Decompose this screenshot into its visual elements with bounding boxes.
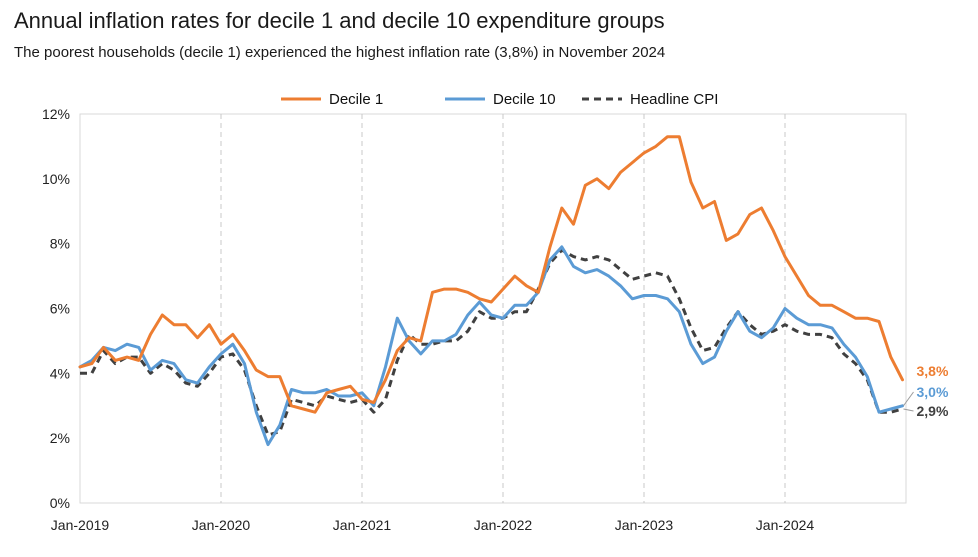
y-tick-label: 6% (50, 301, 70, 317)
x-tick-label: Jan-2021 (333, 517, 392, 533)
x-tick-label: Jan-2024 (756, 517, 815, 533)
grid-layer (79, 113, 907, 504)
legend-label-decile1: Decile 1 (329, 91, 383, 108)
y-tick-label: 0% (50, 495, 70, 511)
end-label-leader-cpi (903, 408, 914, 412)
y-tick-label: 12% (42, 106, 70, 122)
y-tick-label: 2% (50, 430, 70, 446)
end-label-decile10: 3,0% (917, 384, 949, 400)
series-line-cpi (80, 248, 903, 437)
end-label-decile1: 3,8% (917, 363, 949, 379)
series-layer (78, 135, 904, 447)
y-tick-label: 8% (50, 236, 70, 252)
legend: Decile 1 Decile 10 Headline CPI (281, 91, 718, 108)
y-tick-label: 4% (50, 365, 70, 381)
end-labels: 3,8% 3,0% 2,9% (903, 363, 949, 419)
x-tick-label: Jan-2019 (51, 517, 110, 533)
y-tick-label: 10% (42, 171, 70, 187)
x-tick-label: Jan-2022 (474, 517, 533, 533)
end-label-cpi: 2,9% (917, 403, 949, 419)
chart-title: Annual inflation rates for decile 1 and … (14, 8, 665, 33)
series-line-decile10 (78, 245, 904, 447)
chart-subtitle: The poorest households (decile 1) experi… (14, 44, 666, 61)
series-line-decile1 (78, 135, 904, 414)
legend-label-cpi: Headline CPI (630, 91, 718, 108)
legend-label-decile10: Decile 10 (493, 91, 556, 108)
plot-frame (79, 113, 907, 504)
x-tick-label: Jan-2020 (192, 517, 251, 533)
axis-layer: Jan-2019 Jan-2020 Jan-2021 Jan-2022 Jan-2023… (42, 106, 814, 533)
end-label-leader-decile10 (903, 391, 914, 407)
x-tick-label: Jan-2023 (615, 517, 674, 533)
